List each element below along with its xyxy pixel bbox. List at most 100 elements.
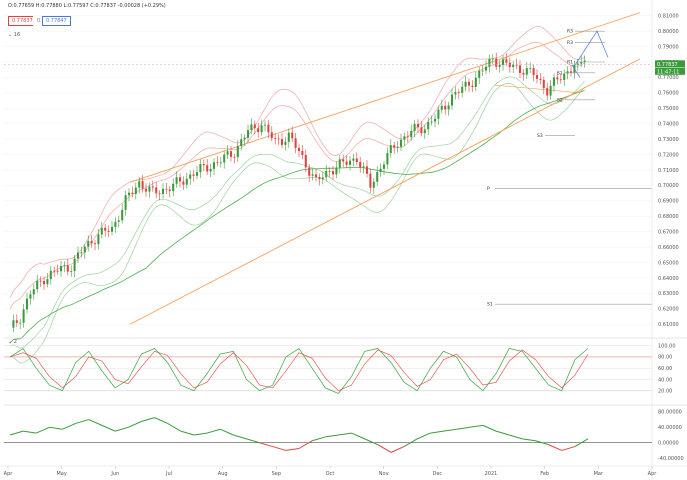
candle — [144, 188, 148, 192]
osc-segment — [390, 446, 405, 453]
grid — [4, 15, 652, 325]
last-price-tag — [655, 60, 685, 68]
candle — [287, 132, 290, 142]
osc-segment — [141, 417, 155, 422]
candle — [297, 147, 301, 152]
osc-segment — [206, 428, 221, 434]
candle — [549, 85, 552, 96]
candle — [195, 172, 199, 176]
osc-segment — [338, 432, 352, 436]
osc-segment — [509, 434, 523, 440]
time-label: Apr — [648, 471, 658, 477]
osc-segment — [403, 438, 418, 448]
channel-lower — [129, 58, 641, 325]
candle — [413, 123, 416, 131]
candle — [32, 289, 35, 295]
candle — [158, 193, 161, 195]
moving-average — [9, 90, 585, 344]
candle — [461, 86, 464, 93]
candle — [80, 252, 83, 254]
osc-segment — [233, 434, 247, 440]
candle — [209, 168, 212, 172]
stoch-label: ⌄ 2 — [8, 339, 17, 345]
indicator-label: ⌄ 16 — [8, 32, 21, 38]
candle — [423, 129, 426, 134]
osc-segment — [482, 424, 497, 432]
candle — [175, 177, 178, 184]
candle — [87, 241, 90, 247]
candle — [345, 161, 348, 165]
projection-line — [574, 30, 609, 66]
osc-segment — [246, 438, 260, 444]
level-label: S3 — [537, 133, 543, 139]
candle — [525, 68, 528, 75]
candle — [447, 105, 450, 110]
candle — [529, 68, 532, 69]
candle — [284, 141, 287, 145]
candle — [362, 166, 365, 168]
candle — [277, 138, 280, 140]
chevron-down-icon[interactable]: ⌄ — [8, 32, 14, 38]
price-badge-buy[interactable]: 0.77847 — [42, 16, 71, 26]
price-axis: 0.810000.800000.790000.780000.770000.760… — [651, 0, 685, 480]
candle — [138, 181, 141, 188]
bb-outer-upper — [9, 25, 585, 299]
candle — [440, 105, 443, 110]
osc-segment — [36, 426, 50, 434]
candle — [508, 62, 511, 68]
candle — [59, 266, 63, 272]
stoch-tick: 20.00 — [658, 389, 672, 395]
candle — [49, 270, 52, 280]
candle — [467, 81, 471, 86]
candle — [212, 162, 216, 169]
candle — [311, 174, 314, 176]
candle — [532, 68, 535, 76]
candle — [389, 145, 392, 154]
price-tick: 0.68000 — [658, 214, 679, 220]
candle — [185, 178, 188, 185]
osc-segment — [377, 444, 392, 453]
candle — [172, 183, 175, 192]
oscillator-pane: 80.00000 40.00000 0.00000 -40.00000 — [4, 404, 687, 462]
candle — [321, 177, 324, 180]
candle — [491, 58, 494, 60]
osc-segment — [62, 422, 76, 430]
osc-segment — [443, 428, 457, 432]
candle — [382, 164, 386, 169]
price-tick: 0.65000 — [658, 260, 679, 266]
candle — [250, 124, 253, 131]
candle — [416, 123, 420, 128]
candle — [148, 186, 151, 192]
osc-segment — [417, 432, 431, 440]
stoch-tick: 40.00 — [658, 377, 672, 383]
candle — [267, 124, 270, 133]
price-tick: 0.77000 — [658, 75, 679, 81]
candle — [471, 85, 474, 87]
stochastic-pane: 100.00 80.00 60.00 40.00 20.00 ⌄ 2 — [4, 337, 687, 395]
candle — [542, 79, 545, 89]
candle — [229, 151, 233, 157]
candle — [318, 177, 321, 180]
osc-segment — [535, 440, 549, 446]
candle — [515, 64, 518, 66]
candle — [97, 234, 100, 245]
candle — [83, 246, 86, 253]
candle — [46, 279, 49, 285]
candle — [260, 125, 263, 133]
candle — [56, 270, 59, 272]
candle — [376, 172, 379, 182]
candle — [199, 164, 202, 173]
candle — [372, 181, 375, 188]
candle — [243, 137, 246, 140]
candle — [437, 109, 440, 119]
price-tick: 0.67000 — [658, 230, 679, 236]
candle — [42, 281, 46, 285]
candle — [63, 265, 66, 267]
candle — [556, 77, 559, 80]
candle — [304, 154, 307, 168]
candle — [22, 309, 25, 323]
candle — [280, 139, 284, 145]
osc-segment — [219, 428, 234, 436]
osc-segment — [351, 432, 365, 440]
